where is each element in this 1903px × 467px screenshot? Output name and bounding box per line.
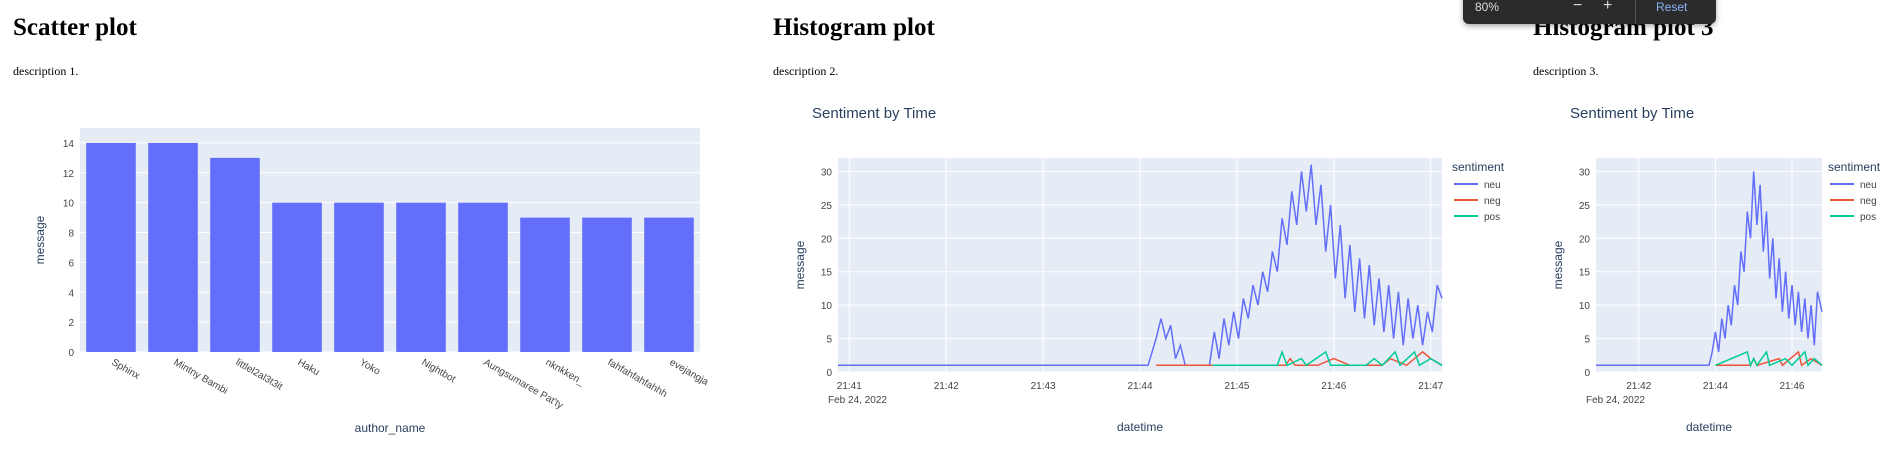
y-tick-label: 25 <box>821 201 833 212</box>
y-tick-label: 20 <box>821 234 833 245</box>
x-tick-label: Haku <box>296 357 322 378</box>
series-line-neu <box>1596 171 1823 367</box>
bar <box>148 142 198 352</box>
y-tick-label: 0 <box>826 368 832 379</box>
x-tick-label: 21:42 <box>934 381 959 392</box>
bar <box>272 202 322 352</box>
x-tick-label: 21:43 <box>1031 381 1056 392</box>
bar <box>86 142 136 352</box>
y-axis-label: message <box>793 240 807 289</box>
y-axis-label: message <box>33 215 47 264</box>
x-date-label: Feb 24, 2022 <box>1586 395 1645 406</box>
x-tick-label: 21:44 <box>1703 381 1728 392</box>
line-chart[interactable]: Sentiment by Time 0 5 10 15 20 25 30 21:42 21:44 2… <box>1520 0 1903 467</box>
legend-label-pos: pos <box>1860 212 1876 223</box>
y-tick-label: 2 <box>68 318 74 329</box>
y-tick-label: 14 <box>63 139 75 150</box>
y-tick-label: 0 <box>1584 368 1590 379</box>
x-tick-label: nknkken_ <box>544 357 587 388</box>
x-tick-label: 21:44 <box>1127 381 1152 392</box>
zoom-out-button[interactable]: − <box>1573 0 1583 14</box>
legend-title: sentiment <box>1452 160 1505 174</box>
bar <box>396 202 446 352</box>
legend-title: sentiment <box>1828 160 1881 174</box>
zoom-popup: 80% − + Reset <box>1463 0 1716 24</box>
x-tick-label: Sphinx <box>110 357 142 382</box>
histogram-plot-section: Histogram plot description 2. Sentiment … <box>760 0 1530 467</box>
y-tick-label: 30 <box>1579 167 1591 178</box>
y-tick-label: 6 <box>68 258 74 269</box>
bar <box>458 202 508 352</box>
x-tick-label: Mintny Bambi <box>172 357 230 397</box>
line-chart[interactable]: Sentiment by Time 0 5 10 15 20 25 30 21:41 21:42 2… <box>760 0 1530 467</box>
y-tick-label: 12 <box>63 169 75 180</box>
series-line-pos <box>1212 349 1443 367</box>
y-tick-label: 15 <box>821 268 833 279</box>
x-tick-label: 21:46 <box>1779 381 1804 392</box>
zoom-level: 80% <box>1475 0 1500 14</box>
y-tick-label: 8 <box>68 229 74 240</box>
legend-label-neg: neg <box>1484 196 1501 207</box>
x-tick-label: Nightbot <box>420 357 458 385</box>
section-description: description 1. <box>13 64 79 78</box>
histogram-plot-3-section: Histogram plot 3 description 3. Sentimen… <box>1520 0 1903 467</box>
plot-area <box>1596 158 1822 372</box>
y-tick-label: 20 <box>1579 234 1591 245</box>
series-line-pos <box>1715 350 1823 368</box>
scatter-plot-section: Scatter plot description 1. 0 2 4 6 8 10 12 14 S… <box>0 0 770 467</box>
x-axis-label: datetime <box>1686 420 1732 434</box>
y-tick-label: 5 <box>1584 335 1590 346</box>
y-tick-label: 4 <box>68 288 74 299</box>
section-title: Scatter plot <box>13 14 137 41</box>
y-tick-label: 5 <box>826 335 832 346</box>
bar <box>582 217 632 352</box>
x-tick-label: 21:41 <box>837 381 862 392</box>
bar <box>210 157 260 352</box>
y-tick-label: 10 <box>821 301 833 312</box>
divider <box>1635 0 1636 24</box>
section-description: description 2. <box>773 64 839 78</box>
zoom-in-button[interactable]: + <box>1603 0 1613 14</box>
y-tick-label: 15 <box>1579 268 1591 279</box>
x-tick-label: evejangja <box>668 357 711 388</box>
x-axis-label: datetime <box>1117 420 1163 434</box>
y-tick-label: 0 <box>68 348 74 359</box>
reset-zoom-button[interactable]: Reset <box>1656 0 1688 14</box>
legend-label-neg: neg <box>1860 196 1877 207</box>
legend-label-pos: pos <box>1484 212 1500 223</box>
legend-label-neu: neu <box>1860 180 1877 191</box>
chart-title: Sentiment by Time <box>812 105 936 122</box>
x-tick-label: 21:47 <box>1418 381 1443 392</box>
bar-chart[interactable]: 0 2 4 6 8 10 12 14 Sphinx Mintny Bambi littlel2al3… <box>0 0 770 467</box>
y-tick-label: 25 <box>1579 201 1591 212</box>
chart-title: Sentiment by Time <box>1570 105 1694 122</box>
section-title: Histogram plot <box>773 14 935 41</box>
bar <box>644 217 694 352</box>
y-tick-label: 10 <box>63 199 75 210</box>
x-date-label: Feb 24, 2022 <box>828 395 887 406</box>
x-tick-label: 21:46 <box>1321 381 1346 392</box>
x-axis-label: author_name <box>355 421 426 435</box>
bar <box>334 202 384 352</box>
y-tick-label: 10 <box>1579 301 1591 312</box>
y-axis-label: message <box>1551 240 1565 289</box>
bar <box>520 217 570 352</box>
x-tick-label: fahfahfahfahhh <box>606 357 669 400</box>
x-tick-label: 21:45 <box>1224 381 1249 392</box>
x-tick-label: 21:42 <box>1626 381 1651 392</box>
x-tick-label: Yoko <box>358 357 383 378</box>
legend-label-neu: neu <box>1484 180 1501 191</box>
section-description: description 3. <box>1533 64 1599 78</box>
x-tick-label: littlel2al3t3it <box>234 357 285 393</box>
y-tick-label: 30 <box>821 167 833 178</box>
